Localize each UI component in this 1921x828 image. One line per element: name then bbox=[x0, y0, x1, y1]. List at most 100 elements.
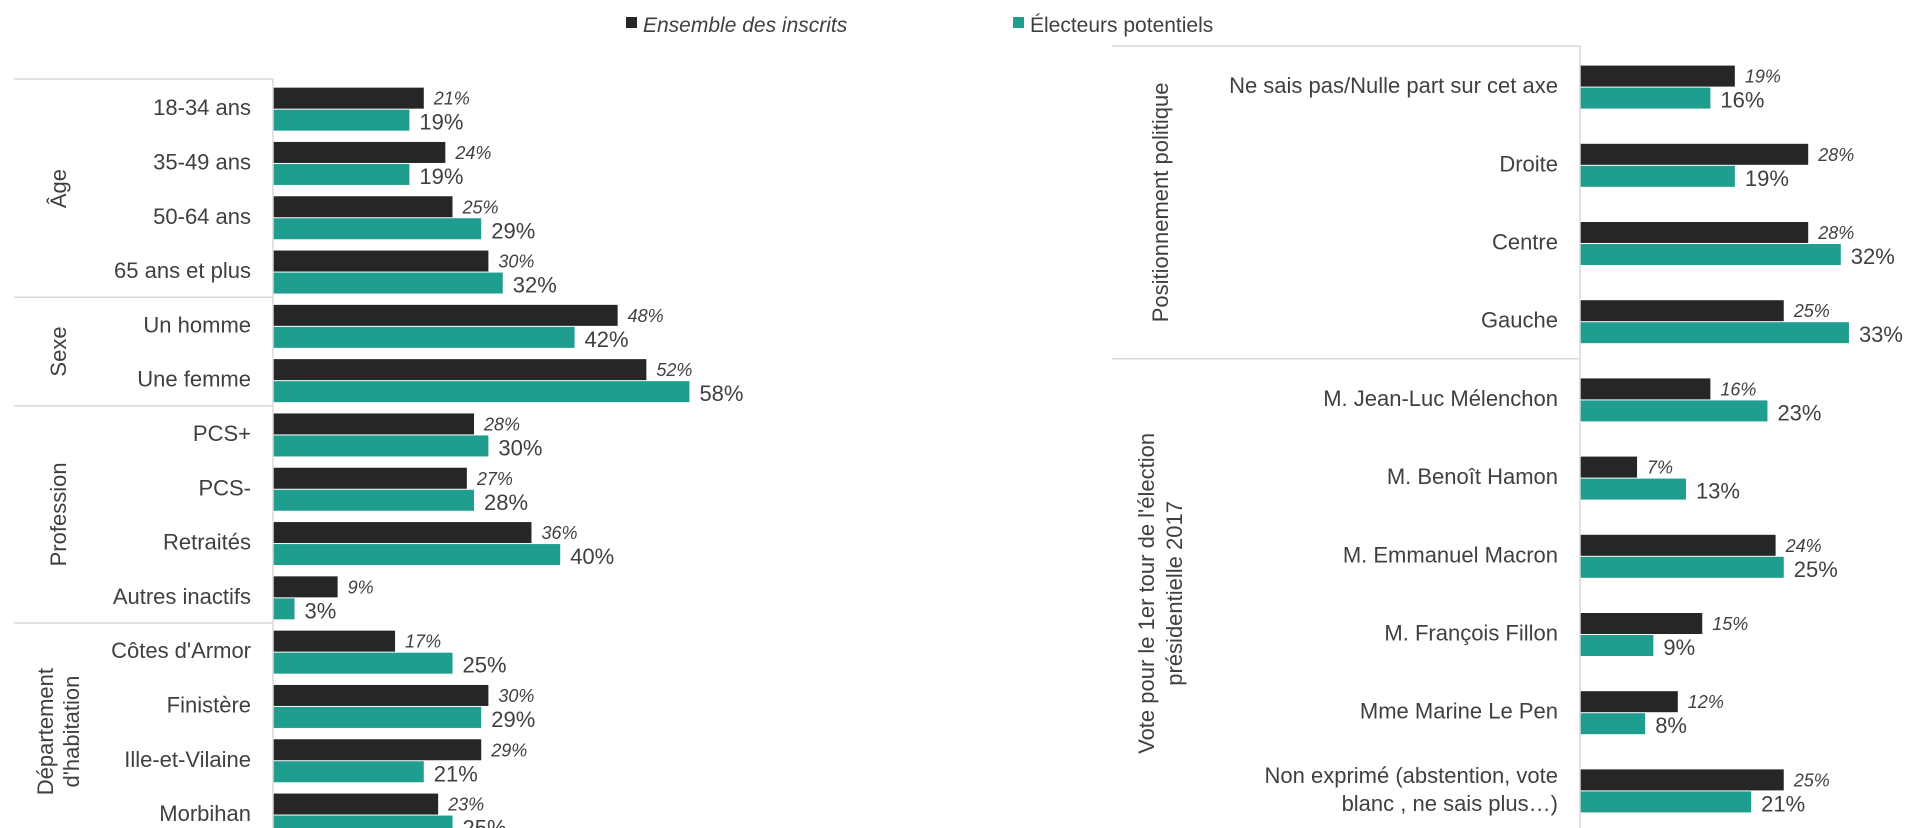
bar-electeurs-retraites bbox=[273, 544, 561, 566]
bar-ensemble-finistere bbox=[273, 684, 489, 706]
bar-electeurs-pcs bbox=[273, 489, 475, 511]
left-panel: 18-34 ans 21%19%35-49 ans 24%19%50-64 ans 2… bbox=[14, 78, 743, 828]
value-label-ensemble-une-femme: 52% bbox=[656, 360, 692, 380]
value-label-electeurs-retraites: 40% bbox=[570, 544, 614, 569]
bar-ensemble-ille-et-vilaine bbox=[273, 739, 482, 761]
group-label-vote-pour-le-1er-tour-de-l-election-presidentielle-2017: Vote pour le 1er tour de l'élection prési… bbox=[1134, 433, 1187, 754]
bar-electeurs-cotes-d-armor bbox=[273, 652, 453, 674]
bar-ensemble-18-34-ans bbox=[273, 87, 424, 109]
bar-electeurs-finistere bbox=[273, 706, 482, 728]
group-label-line: Profession bbox=[46, 462, 71, 566]
value-label-electeurs-gauche: 33% bbox=[1859, 322, 1903, 347]
bar-electeurs-m-jean-luc-melenchon bbox=[1580, 400, 1768, 422]
bar-ensemble-gauche bbox=[1580, 300, 1784, 322]
value-label-ensemble-35-49-ans: 24% bbox=[454, 143, 491, 163]
group-label-line: Âge bbox=[46, 169, 71, 208]
bar-ensemble-m-jean-luc-melenchon bbox=[1580, 378, 1711, 400]
value-label-electeurs-un-homme: 42% bbox=[585, 327, 629, 352]
bar-ensemble-droite bbox=[1580, 143, 1809, 165]
value-label-ensemble-18-34-ans: 21% bbox=[433, 89, 470, 109]
value-label-ensemble-m-benoit-hamon: 7% bbox=[1647, 458, 1673, 478]
value-label-electeurs-droite: 19% bbox=[1745, 166, 1789, 191]
category-label-droite: Droite bbox=[1499, 151, 1558, 176]
bar-electeurs-droite bbox=[1580, 165, 1735, 187]
group-label-line: Département bbox=[33, 668, 58, 795]
value-label-electeurs-ille-et-vilaine: 21% bbox=[434, 761, 478, 786]
category-label-un-homme: Un homme bbox=[143, 312, 251, 337]
category-label-cotes-d-armor: Côtes d'Armor bbox=[111, 638, 251, 663]
bar-ensemble-mme-marine-le-pen bbox=[1580, 691, 1678, 713]
bar-ensemble-m-emmanuel-macron bbox=[1580, 534, 1776, 556]
category-label-mme-marine-le-pen: Mme Marine Le Pen bbox=[1360, 699, 1558, 724]
value-label-ensemble-pcs: 28% bbox=[483, 414, 520, 434]
group-label-age: Âge bbox=[46, 169, 71, 208]
legend-label-electeurs: Électeurs potentiels bbox=[1030, 14, 1213, 37]
category-label-ille-et-vilaine: Ille-et-Vilaine bbox=[124, 747, 251, 772]
bar-ensemble-ne-sais-pas-nulle-part-sur-cet-axe bbox=[1580, 65, 1735, 87]
value-label-ensemble-finistere: 30% bbox=[498, 686, 534, 706]
bar-ensemble-m-benoit-hamon bbox=[1580, 456, 1638, 478]
category-label-50-64-ans: 50-64 ans bbox=[153, 204, 251, 229]
bar-electeurs-65-ans-et-plus bbox=[273, 272, 503, 294]
value-label-electeurs-18-34-ans: 19% bbox=[419, 110, 463, 135]
bar-ensemble-autres-inactifs bbox=[273, 576, 338, 598]
value-label-electeurs-65-ans-et-plus: 32% bbox=[513, 273, 557, 298]
bar-electeurs-35-49-ans bbox=[273, 163, 410, 185]
bar-electeurs-non-exprime-abstention-vote-blanc-ne-sais-plus bbox=[1580, 791, 1752, 813]
group-label-profession: Profession bbox=[46, 462, 71, 566]
value-label-ensemble-50-64-ans: 25% bbox=[462, 197, 499, 217]
category-label-pcs: PCS+ bbox=[193, 421, 251, 446]
bar-ensemble-m-francois-fillon bbox=[1580, 613, 1703, 634]
value-label-ensemble-non-exprime-abstention-vote-blanc-ne-sais-plus: 25% bbox=[1793, 770, 1830, 790]
value-label-ensemble-m-emmanuel-macron: 24% bbox=[1785, 536, 1822, 556]
category-label-retraites: Retraités bbox=[163, 530, 251, 555]
value-label-ensemble-m-francois-fillon: 15% bbox=[1712, 614, 1748, 634]
value-label-ensemble-ille-et-vilaine: 29% bbox=[490, 740, 527, 760]
value-label-ensemble-ne-sais-pas-nulle-part-sur-cet-axe: 19% bbox=[1745, 67, 1781, 87]
value-label-ensemble-65-ans-et-plus: 30% bbox=[498, 252, 534, 272]
bar-ensemble-cotes-d-armor bbox=[273, 630, 396, 652]
category-label-pcs: PCS- bbox=[198, 475, 251, 500]
value-label-electeurs-m-emmanuel-macron: 25% bbox=[1794, 557, 1838, 582]
category-label-line: blanc , ne sais plus…) bbox=[1342, 791, 1558, 816]
value-label-electeurs-50-64-ans: 29% bbox=[491, 218, 535, 243]
bar-ensemble-65-ans-et-plus bbox=[273, 250, 489, 272]
bar-electeurs-ille-et-vilaine bbox=[273, 761, 424, 783]
value-label-ensemble-gauche: 25% bbox=[1793, 301, 1830, 321]
category-label-m-emmanuel-macron: M. Emmanuel Macron bbox=[1343, 542, 1558, 567]
category-label-ne-sais-pas-nulle-part-sur-cet-axe: Ne sais pas/Nulle part sur cet axe bbox=[1229, 73, 1558, 98]
value-label-electeurs-mme-marine-le-pen: 8% bbox=[1655, 713, 1687, 738]
value-label-electeurs-m-francois-fillon: 9% bbox=[1663, 635, 1695, 660]
group-label-line: Positionnement politique bbox=[1148, 83, 1173, 323]
bar-electeurs-centre bbox=[1580, 244, 1841, 265]
category-label-m-francois-fillon: M. François Fillon bbox=[1384, 621, 1558, 646]
bar-electeurs-m-emmanuel-macron bbox=[1580, 556, 1784, 578]
value-label-ensemble-pcs: 27% bbox=[476, 469, 513, 489]
legend-swatch-ensemble bbox=[626, 17, 637, 28]
category-label-gauche: Gauche bbox=[1481, 308, 1558, 333]
bar-electeurs-morbihan bbox=[273, 815, 453, 828]
bar-electeurs-pcs bbox=[273, 435, 489, 457]
category-label-18-34-ans: 18-34 ans bbox=[153, 95, 251, 120]
category-label-autres-inactifs: Autres inactifs bbox=[113, 584, 251, 609]
bar-electeurs-50-64-ans bbox=[273, 218, 482, 240]
bar-ensemble-non-exprime-abstention-vote-blanc-ne-sais-plus bbox=[1580, 769, 1784, 791]
value-label-ensemble-un-homme: 48% bbox=[628, 306, 664, 326]
value-label-ensemble-mme-marine-le-pen: 12% bbox=[1688, 692, 1724, 712]
bar-electeurs-une-femme bbox=[273, 381, 690, 403]
bar-ensemble-retraites bbox=[273, 522, 532, 544]
value-label-electeurs-centre: 32% bbox=[1851, 244, 1895, 269]
bar-ensemble-une-femme bbox=[273, 359, 647, 381]
bar-electeurs-un-homme bbox=[273, 326, 575, 348]
category-label-morbihan: Morbihan bbox=[159, 801, 251, 826]
value-label-electeurs-pcs: 28% bbox=[484, 490, 528, 515]
bar-electeurs-18-34-ans bbox=[273, 109, 410, 131]
group-label-sexe: Sexe bbox=[46, 326, 71, 376]
group-label-line: Vote pour le 1er tour de l'élection bbox=[1134, 433, 1159, 754]
category-label-35-49-ans: 35-49 ans bbox=[153, 149, 251, 174]
category-label-m-benoit-hamon: M. Benoît Hamon bbox=[1387, 464, 1558, 489]
category-label-centre: Centre bbox=[1492, 230, 1558, 255]
category-label-non-exprime-abstention-vote-blanc-ne-sais-plus: Non exprimé (abstention, vote blanc , ne … bbox=[1265, 763, 1559, 816]
value-label-electeurs-m-jean-luc-melenchon: 23% bbox=[1777, 400, 1821, 425]
